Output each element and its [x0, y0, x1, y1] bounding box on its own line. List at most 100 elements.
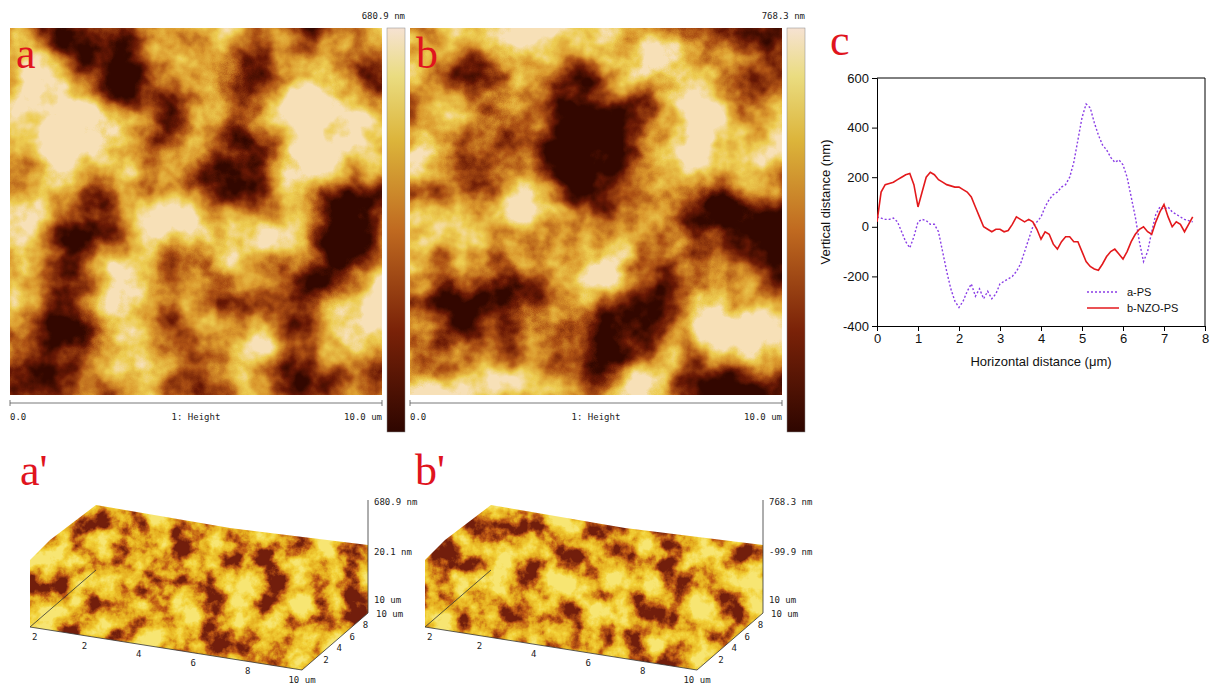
scale-bar: [10, 403, 382, 404]
y-tick-label: 400: [847, 120, 869, 135]
axis-3d-tick-label: 8: [640, 666, 645, 676]
axis-3d-z-label: 768.3 nm: [769, 497, 812, 507]
scale-label: 1: Height: [172, 412, 221, 422]
y-tick-mark: [872, 227, 877, 228]
y-tick-mark: [872, 326, 877, 327]
axis-3d-tick-label: 2: [718, 655, 723, 665]
panel-label: a: [16, 29, 36, 78]
x-tick-label: 2: [956, 331, 963, 346]
axis-3d-tick-label: 2: [323, 655, 328, 665]
x-tick-label: 3: [997, 331, 1004, 346]
axis-3d-z-label: 680.9 nm: [374, 497, 417, 507]
y-tick-mark: [872, 276, 877, 277]
x-axis: 0 1 2 3 4 5 6 7 8: [874, 326, 1209, 346]
x-tick-label: 4: [1038, 331, 1045, 346]
x-tick: 6: [1120, 326, 1127, 346]
axis-3d-tick-label: 4: [136, 649, 141, 659]
scale-bar-end: [382, 400, 383, 406]
panel-label: b': [415, 446, 445, 495]
axis-3d-tick-label: 6: [745, 632, 750, 642]
scale-bar-end: [10, 400, 11, 406]
x-tick: 4: [1038, 326, 1045, 346]
legend-swatch: [1087, 307, 1119, 309]
y-tick-mark: [872, 177, 877, 178]
colorbar-label: 680.9 nm: [362, 11, 405, 21]
panel-label: a': [20, 446, 47, 495]
legend-label: b-NZO-PS: [1127, 302, 1178, 314]
legend-label: a-PS: [1127, 286, 1151, 298]
x-tick-label: 8: [1202, 331, 1209, 346]
y-tick: -200: [843, 269, 877, 284]
y-tick-label: -400: [843, 319, 869, 334]
plot-frame: [1205, 78, 1206, 326]
y-axis-line: [872, 79, 878, 327]
scale-label: 1: Height: [572, 412, 621, 422]
colorbar: [387, 28, 405, 432]
axis-3d-side: [425, 570, 491, 627]
axis-3d-tick-label: 4: [531, 649, 536, 659]
axis-3d-depth: [302, 613, 368, 670]
x-tick-label: 5: [1079, 331, 1086, 346]
axis-3d-z: [763, 500, 764, 613]
axis-3d-tick-label: 6: [190, 658, 195, 668]
scale-label: 0.0: [410, 412, 426, 422]
scale-label: 0.0: [10, 412, 26, 422]
axis-3d-tick-label: 2: [82, 641, 87, 651]
y-tick-label: 600: [847, 71, 869, 86]
plot-frame: [877, 78, 1205, 79]
y-tick: -400: [843, 319, 877, 334]
axis-3d-tick-label: 6: [585, 658, 590, 668]
afm-panel: 680.9 nm 0.0 1: Height 10.0 um a: [10, 11, 405, 432]
y-tick-mark: [872, 128, 877, 129]
axis-3d-tick-label: 8: [245, 666, 250, 676]
axis-3d-tick-label: 2: [32, 632, 37, 642]
plot-area: [877, 104, 1193, 307]
x-tick: 0: [874, 326, 881, 346]
y-tick-label: -200: [843, 269, 869, 284]
axis-3d-tick-label: 8: [363, 620, 368, 630]
x-tick: 1: [915, 326, 922, 346]
axis-3d-z-label: -99.9 nm: [769, 547, 812, 557]
axis-3d-tick-label: 10 um: [288, 675, 315, 685]
axis-3d-tick-label: 10 um: [683, 675, 710, 685]
panel-label: c: [830, 16, 850, 65]
panel-label: b: [416, 29, 438, 78]
figure: 680.9 nm 0.0 1: Height 10.0 um a 768.3 nm 0.0 1…: [0, 0, 1214, 695]
y-axis-title: Vertical distance (nm): [818, 140, 833, 265]
x-tick-label: 1: [915, 331, 922, 346]
afm-3d-surface: [25, 495, 375, 680]
axis-3d-side: [30, 570, 96, 627]
afm-3d-surface: [420, 495, 770, 680]
axis-3d-tick-label: 2: [427, 632, 432, 642]
x-tick: 2: [956, 326, 963, 346]
axis-3d-tick-label: 2: [477, 641, 482, 651]
axis-3d-tick-label: 6: [350, 632, 355, 642]
x-axis-title: Horizontal distance (μm): [970, 354, 1111, 369]
scale-label: 10.0 um: [344, 412, 382, 422]
x-tick: 7: [1161, 326, 1168, 346]
x-tick: 8: [1202, 326, 1209, 346]
colorbar: [787, 28, 805, 432]
x-tick: 5: [1079, 326, 1086, 346]
legend: a-PS b-NZO-PS: [1087, 286, 1178, 314]
scale-label: 10.0 um: [744, 412, 782, 422]
scale-bar-end: [782, 400, 783, 406]
afm-height-image: [10, 28, 382, 395]
axis-3d-front: [30, 627, 302, 670]
axis-3d-tick-label: 4: [731, 643, 736, 653]
axis-3d-front: [425, 627, 697, 670]
figure-svg: 680.9 nm 0.0 1: Height 10.0 um a 768.3 nm 0.0 1…: [0, 0, 1214, 695]
scale-bar-end: [410, 400, 411, 406]
x-tick-label: 6: [1120, 331, 1127, 346]
colorbar-label: 768.3 nm: [762, 11, 805, 21]
y-tick-label: 0: [862, 219, 869, 234]
y-tick-label: 200: [847, 170, 869, 185]
y-tick: 400: [847, 120, 877, 135]
line-chart: 0 1 2 3 4 5 6 7 8 -400 -200 0 200 400 600 Horizontal di…: [818, 16, 1209, 369]
axis-3d-tick-label: 4: [336, 643, 341, 653]
axis-3d-z-label: 20.1 nm: [374, 547, 412, 557]
y-tick: 200: [847, 170, 877, 185]
series-line: [877, 104, 1193, 307]
axis-3d-tick-label: 8: [758, 620, 763, 630]
y-tick-mark: [872, 78, 877, 79]
